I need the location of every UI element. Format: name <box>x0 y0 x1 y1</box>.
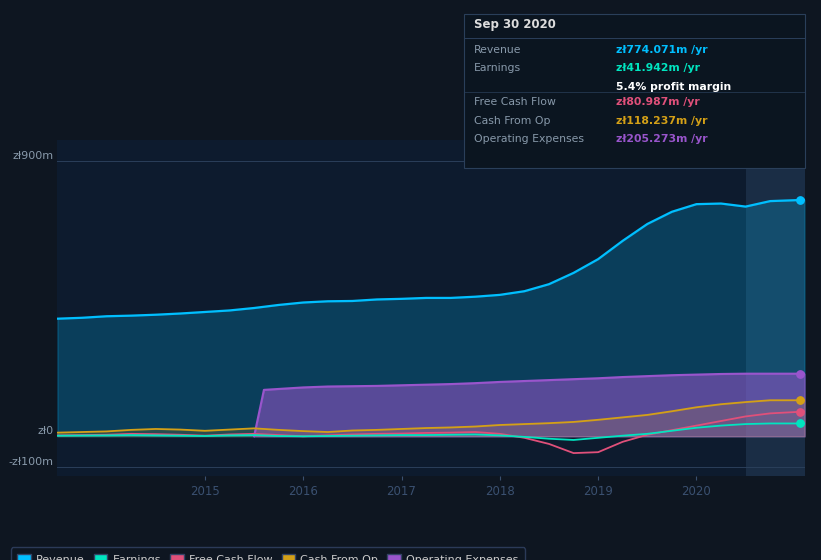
Text: zł80.987m /yr: zł80.987m /yr <box>616 97 699 108</box>
Point <box>793 419 806 428</box>
Text: 5.4% profit margin: 5.4% profit margin <box>616 82 731 92</box>
Text: Earnings: Earnings <box>474 63 521 73</box>
Text: Free Cash Flow: Free Cash Flow <box>474 97 556 108</box>
Point <box>793 369 806 378</box>
Text: Revenue: Revenue <box>474 45 521 55</box>
Point <box>793 195 806 204</box>
Text: Operating Expenses: Operating Expenses <box>474 134 584 144</box>
Text: zł774.071m /yr: zł774.071m /yr <box>616 45 708 55</box>
Text: zł41.942m /yr: zł41.942m /yr <box>616 63 699 73</box>
Text: zł205.273m /yr: zł205.273m /yr <box>616 134 708 144</box>
Bar <box>745 140 805 476</box>
Legend: Revenue, Earnings, Free Cash Flow, Cash From Op, Operating Expenses: Revenue, Earnings, Free Cash Flow, Cash … <box>11 548 525 560</box>
Text: zł118.237m /yr: zł118.237m /yr <box>616 116 707 126</box>
Text: -zł100m: -zł100m <box>9 457 53 467</box>
Text: zł0: zł0 <box>38 426 53 436</box>
Point <box>793 396 806 405</box>
Point <box>793 407 806 416</box>
Text: zł900m: zł900m <box>12 151 53 161</box>
Text: Cash From Op: Cash From Op <box>474 116 550 126</box>
Text: Sep 30 2020: Sep 30 2020 <box>474 18 556 31</box>
